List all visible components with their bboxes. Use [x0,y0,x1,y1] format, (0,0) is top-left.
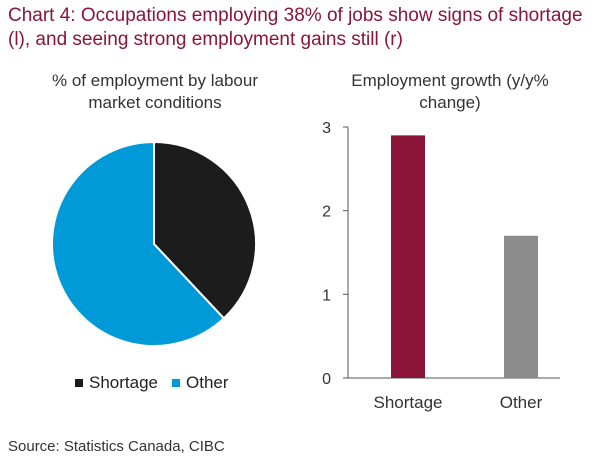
pie-chart [51,140,257,347]
legend-item-other: Other [172,373,229,393]
chart-title: Chart 4: Occupations employing 38% of jo… [8,5,583,50]
y-tick-label: 2 [322,204,331,221]
legend-swatch-other [172,379,180,387]
pie-slice-other [51,140,226,347]
bar-shortage [391,135,425,378]
x-category-label: Shortage [374,393,443,412]
y-tick-label: 0 [322,371,331,388]
legend-label-shortage: Shortage [89,373,158,392]
y-tick-label: 1 [322,287,331,304]
bar-chart: 0 1 2 3 Shortage Other [322,120,560,412]
bar-other [504,235,538,378]
x-category-label: Other [500,393,543,412]
pie-chart-title: % of employment by labour market conditi… [52,71,258,112]
legend-label-other: Other [186,373,229,392]
pie-legend: Shortage Other [75,373,229,393]
pie-slice-shortage [153,140,257,320]
legend-swatch-shortage [75,379,83,387]
bar-chart-title: Employment growth (y/y% change) [351,71,549,112]
y-tick-label: 3 [322,120,331,137]
legend-item-shortage: Shortage [75,373,158,393]
source-note: Source: Statistics Canada, CIBC [8,438,225,455]
